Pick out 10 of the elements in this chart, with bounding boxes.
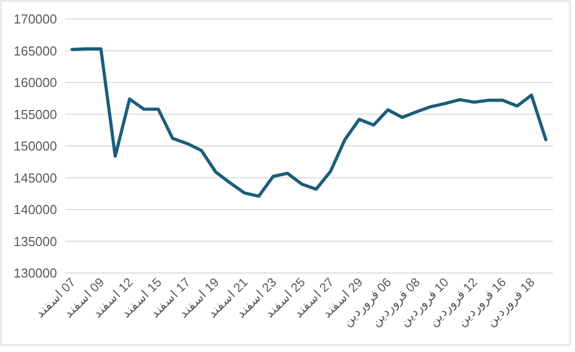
y-tick-label: 165000 — [14, 43, 57, 58]
y-tick-label: 140000 — [14, 202, 57, 217]
y-tick-label: 145000 — [14, 170, 57, 186]
line-series — [70, 47, 548, 198]
y-tick-label: 155000 — [14, 106, 57, 122]
y-tick-label: 135000 — [14, 234, 57, 249]
y-tick-label: 150000 — [14, 138, 57, 154]
y-tick-label: 170000 — [14, 12, 57, 26]
y-tick-label: 130000 — [14, 266, 57, 280]
y-tick-label: 160000 — [14, 75, 57, 90]
